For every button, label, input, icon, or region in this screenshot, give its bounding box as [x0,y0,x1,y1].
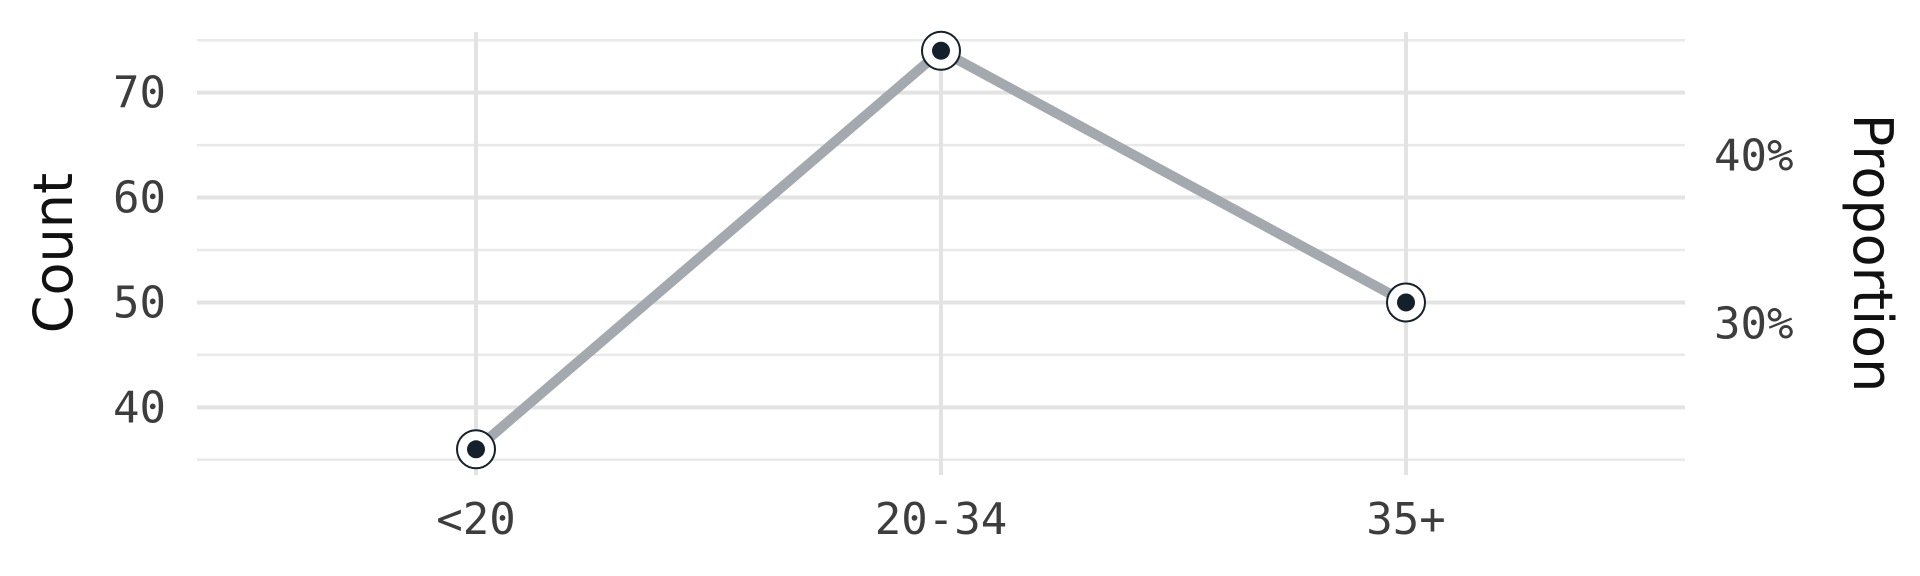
data-point [932,41,950,60]
series-group [456,30,1426,470]
grid [197,32,1685,475]
x-tick-label: 20-34 [875,494,1007,545]
secondary-y-tick-label: 30% [1714,298,1793,349]
secondary-y-tick-label: 40% [1714,131,1793,182]
secondary-y-axis-tick-labels: 40% 30% [1714,131,1793,350]
y-tick-label: 40 [113,382,166,433]
x-tick-label: 35+ [1366,494,1445,545]
data-point [467,440,485,459]
data-point [1397,293,1415,312]
y-tick-label: 60 [113,173,166,224]
y-tick-label: 70 [113,68,166,119]
y-tick-label: 50 [113,277,166,328]
y-axis-title: Count [22,173,85,333]
x-axis-tick-labels: <20 20-34 35+ [436,494,1445,545]
y-axis-tick-labels: 40 50 60 70 [113,68,166,434]
secondary-y-axis-title: Proportion [1841,114,1904,393]
x-tick-label: <20 [436,494,515,545]
